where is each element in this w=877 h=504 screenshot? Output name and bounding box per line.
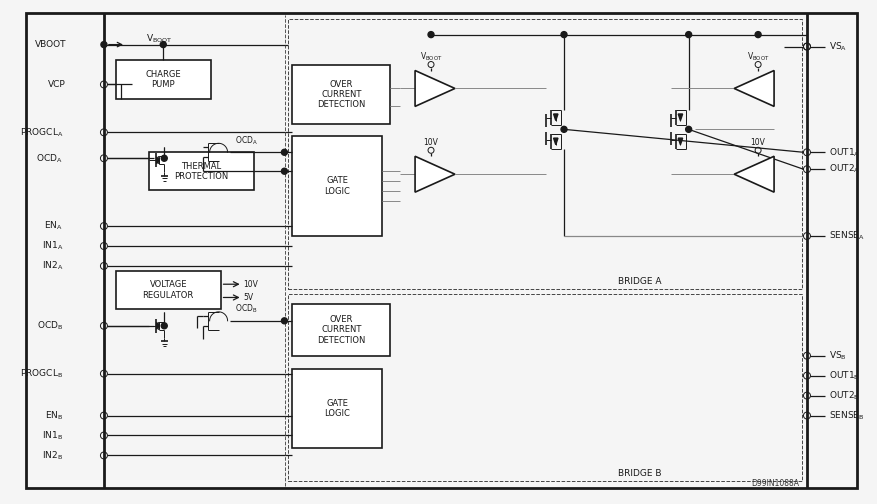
Text: GATE
LOGIC: GATE LOGIC bbox=[324, 176, 350, 196]
Circle shape bbox=[160, 42, 167, 47]
Text: V$_\mathregular{BOOT}$: V$_\mathregular{BOOT}$ bbox=[420, 50, 442, 63]
Text: EN$_\mathregular{B}$: EN$_\mathregular{B}$ bbox=[45, 409, 63, 422]
Text: IN1$_\mathregular{B}$: IN1$_\mathregular{B}$ bbox=[42, 429, 63, 442]
Text: OCD$_\mathregular{A}$: OCD$_\mathregular{A}$ bbox=[234, 134, 258, 147]
Polygon shape bbox=[415, 71, 455, 106]
Text: IN1$_\mathregular{A}$: IN1$_\mathregular{A}$ bbox=[41, 240, 63, 253]
Polygon shape bbox=[553, 138, 558, 145]
Polygon shape bbox=[157, 157, 159, 164]
Bar bbox=[289, 294, 802, 481]
Text: 10V: 10V bbox=[243, 280, 258, 289]
Text: SENSE$_\mathregular{B}$: SENSE$_\mathregular{B}$ bbox=[829, 409, 865, 422]
Text: VOLTAGE
REGULATOR: VOLTAGE REGULATOR bbox=[143, 280, 194, 299]
Text: IN2$_\mathregular{A}$: IN2$_\mathregular{A}$ bbox=[41, 260, 63, 272]
Polygon shape bbox=[734, 71, 774, 106]
Circle shape bbox=[561, 32, 567, 38]
Text: PROGCL$_\mathregular{B}$: PROGCL$_\mathregular{B}$ bbox=[20, 367, 63, 380]
Bar bbox=[292, 65, 390, 124]
Bar bbox=[292, 136, 382, 236]
Circle shape bbox=[428, 32, 434, 38]
Circle shape bbox=[282, 149, 288, 155]
Circle shape bbox=[561, 127, 567, 133]
Bar bbox=[292, 304, 390, 356]
Text: VS$_\mathregular{B}$: VS$_\mathregular{B}$ bbox=[829, 349, 847, 362]
Text: BRIDGE A: BRIDGE A bbox=[617, 277, 661, 286]
Text: IN2$_\mathregular{B}$: IN2$_\mathregular{B}$ bbox=[42, 449, 63, 462]
Circle shape bbox=[755, 32, 761, 38]
Circle shape bbox=[686, 127, 692, 133]
Polygon shape bbox=[678, 114, 682, 120]
Bar bbox=[116, 59, 210, 99]
Text: OCD$_\mathregular{B}$: OCD$_\mathregular{B}$ bbox=[234, 302, 257, 315]
Polygon shape bbox=[415, 156, 455, 192]
Text: 10V: 10V bbox=[424, 138, 438, 147]
Bar bbox=[116, 271, 221, 309]
Polygon shape bbox=[157, 323, 159, 329]
Text: VS$_\mathregular{A}$: VS$_\mathregular{A}$ bbox=[829, 40, 847, 53]
Circle shape bbox=[282, 318, 288, 324]
Circle shape bbox=[101, 42, 107, 47]
Text: D99IN1088A: D99IN1088A bbox=[751, 479, 799, 488]
Polygon shape bbox=[553, 114, 558, 120]
Bar bbox=[149, 152, 253, 190]
Text: OVER
CURRENT
DETECTION: OVER CURRENT DETECTION bbox=[317, 80, 366, 109]
Text: PROGCL$_\mathregular{A}$: PROGCL$_\mathregular{A}$ bbox=[19, 126, 63, 139]
Text: OCD$_\mathregular{A}$: OCD$_\mathregular{A}$ bbox=[36, 152, 63, 164]
Text: VCP: VCP bbox=[48, 80, 66, 89]
Text: OUT1$_\mathregular{A}$: OUT1$_\mathregular{A}$ bbox=[829, 146, 860, 159]
Circle shape bbox=[686, 32, 692, 38]
Text: THERMAL
PROTECTION: THERMAL PROTECTION bbox=[174, 161, 228, 181]
Polygon shape bbox=[678, 138, 682, 145]
Text: OVER
CURRENT
DETECTION: OVER CURRENT DETECTION bbox=[317, 315, 366, 345]
Text: OUT2$_\mathregular{A}$: OUT2$_\mathregular{A}$ bbox=[829, 163, 860, 175]
Text: VBOOT: VBOOT bbox=[34, 40, 66, 49]
Text: EN$_\mathregular{A}$: EN$_\mathregular{A}$ bbox=[44, 220, 63, 232]
Text: OUT2$_\mathregular{B}$: OUT2$_\mathregular{B}$ bbox=[829, 390, 859, 402]
Bar bbox=[289, 19, 802, 289]
Text: $\mathregular{V_{BOOT}}$: $\mathregular{V_{BOOT}}$ bbox=[146, 32, 172, 45]
Circle shape bbox=[161, 155, 168, 161]
Text: OUT1$_\mathregular{B}$: OUT1$_\mathregular{B}$ bbox=[829, 369, 859, 382]
Text: BRIDGE B: BRIDGE B bbox=[617, 469, 661, 478]
Text: GATE
LOGIC: GATE LOGIC bbox=[324, 399, 350, 418]
Polygon shape bbox=[734, 156, 774, 192]
Text: 10V: 10V bbox=[751, 138, 766, 147]
Circle shape bbox=[282, 168, 288, 174]
Bar bbox=[292, 369, 382, 449]
Text: 5V: 5V bbox=[244, 293, 253, 302]
Text: OCD$_\mathregular{B}$: OCD$_\mathregular{B}$ bbox=[37, 320, 63, 332]
Text: V$_\mathregular{BOOT}$: V$_\mathregular{BOOT}$ bbox=[747, 50, 769, 63]
Circle shape bbox=[161, 323, 168, 329]
Text: SENSE$_\mathregular{A}$: SENSE$_\mathregular{A}$ bbox=[829, 230, 865, 242]
Text: CHARGE
PUMP: CHARGE PUMP bbox=[146, 70, 181, 89]
